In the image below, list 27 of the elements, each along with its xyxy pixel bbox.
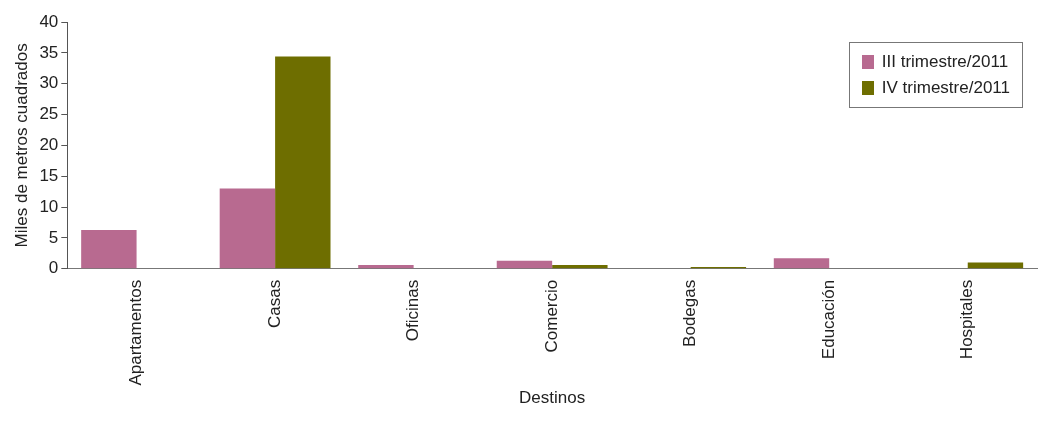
bar [81, 229, 137, 269]
y-tick-label: 10 [39, 196, 59, 216]
x-tick-label: Educación [818, 279, 838, 360]
x-tick-label: Casas [264, 279, 284, 328]
x-tick-label: Comercio [541, 279, 561, 353]
y-tick-label: 5 [48, 227, 59, 247]
y-tick-label: 15 [39, 165, 59, 185]
bar [219, 188, 276, 269]
x-tick-label: Bodegas [680, 279, 700, 347]
bar [496, 260, 553, 269]
x-tick-label: Oficinas [403, 279, 423, 342]
x-axis-title: Destinos [519, 388, 586, 408]
y-axis-title: Miles de metros cuadrados [11, 43, 31, 248]
y-tick-label: 30 [39, 73, 59, 93]
legend-label: IV trimestre/2011 [881, 77, 1010, 99]
bar [358, 265, 414, 269]
x-tick-label: Apartamentos [126, 279, 146, 386]
x-tick-label: Hospitales [957, 279, 977, 360]
y-tick-label: 35 [39, 42, 59, 62]
y-tick-label: 25 [39, 104, 59, 124]
legend-label: III trimestre/2011 [881, 51, 1009, 73]
y-tick-label: 20 [39, 135, 59, 155]
bar [552, 265, 608, 269]
bar [773, 258, 830, 269]
bar [275, 56, 331, 269]
y-tick-label: 0 [48, 258, 59, 278]
y-tick-label: 40 [39, 11, 59, 31]
